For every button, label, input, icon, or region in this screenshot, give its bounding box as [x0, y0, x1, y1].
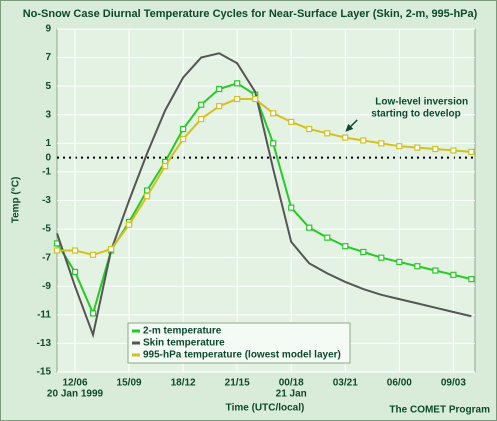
- x-axis-label: Time (UTC/local): [226, 403, 305, 414]
- y-tick-label: -15: [37, 367, 52, 378]
- marker: [107, 245, 115, 253]
- annotation-arrowhead: [345, 123, 354, 132]
- y-tick-label: 9: [45, 24, 51, 35]
- marker: [180, 135, 187, 143]
- date-label: 20 Jan 1999: [47, 389, 104, 400]
- series-line: [56, 52, 472, 339]
- marker: [324, 234, 331, 241]
- marker: [396, 258, 403, 266]
- marker: [270, 110, 277, 117]
- marker: [450, 147, 457, 154]
- marker: [71, 268, 79, 276]
- y-tick-label: -13: [37, 338, 52, 349]
- marker: [89, 251, 97, 258]
- date-label: 21 Jan: [276, 389, 307, 400]
- y-tick-label: 7: [45, 52, 51, 63]
- marker: [53, 240, 61, 247]
- marker: [414, 263, 421, 270]
- marker: [360, 248, 367, 256]
- marker: [378, 254, 385, 261]
- x-tick-label: 06/00: [387, 378, 412, 389]
- marker: [468, 276, 475, 283]
- marker: [234, 80, 241, 87]
- marker: [89, 310, 97, 317]
- marker: [288, 118, 295, 125]
- annotation: starting to develop: [371, 109, 460, 120]
- y-tick-label: -11: [37, 309, 51, 320]
- marker: [342, 134, 349, 141]
- x-tick-label: 03/21: [333, 378, 358, 389]
- marker: [342, 243, 349, 250]
- y-tick-label: 5: [45, 81, 51, 92]
- marker: [53, 247, 61, 254]
- marker: [198, 115, 205, 123]
- marker: [378, 140, 385, 147]
- marker: [125, 221, 133, 228]
- y-tick-label: -3: [42, 195, 51, 206]
- y-axis-label: Temp (°C): [11, 177, 22, 224]
- legend-label: Skin temperature: [143, 338, 225, 349]
- marker: [432, 145, 439, 153]
- marker: [162, 163, 169, 170]
- x-tick-label: 15/09: [117, 378, 142, 389]
- y-tick-label: -1: [42, 167, 51, 178]
- marker: [288, 204, 295, 211]
- x-tick-label: 18/12: [171, 378, 196, 389]
- y-tick-label: 1: [45, 138, 51, 149]
- marker: [180, 125, 187, 133]
- marker: [216, 103, 223, 110]
- x-tick-label: 09/03: [441, 378, 466, 389]
- marker: [360, 137, 367, 144]
- y-tick-label: -7: [42, 252, 51, 263]
- y-tick-label: -9: [42, 281, 51, 292]
- marker: [234, 95, 241, 103]
- marker: [306, 224, 313, 231]
- marker: [198, 101, 205, 108]
- x-tick-label: 21/15: [225, 378, 250, 389]
- marker: [414, 144, 421, 151]
- x-tick-label: 00/18: [279, 378, 304, 389]
- y-tick-label: -5: [42, 224, 51, 235]
- credit: The COMET Program: [389, 405, 490, 416]
- marker: [143, 193, 151, 200]
- marker: [216, 85, 223, 93]
- chart-title: No-Snow Case Diurnal Temperature Cycles …: [23, 8, 478, 20]
- annotation: Low-level inversion: [375, 97, 468, 108]
- marker: [306, 125, 313, 133]
- marker: [468, 148, 475, 156]
- legend-label: 2-m temperature: [143, 326, 222, 337]
- x-tick-label: 12/06: [63, 378, 88, 389]
- y-tick-label: 3: [45, 109, 51, 120]
- marker: [450, 271, 457, 278]
- marker: [270, 140, 277, 147]
- y-tick-label: 0: [45, 152, 51, 163]
- marker: [252, 95, 259, 103]
- legend-label: 995-hPa temperature (lowest model layer): [143, 350, 341, 361]
- marker: [324, 130, 331, 137]
- legend-box: [127, 322, 351, 364]
- marker: [432, 267, 439, 274]
- marker: [396, 143, 403, 150]
- marker: [71, 247, 79, 254]
